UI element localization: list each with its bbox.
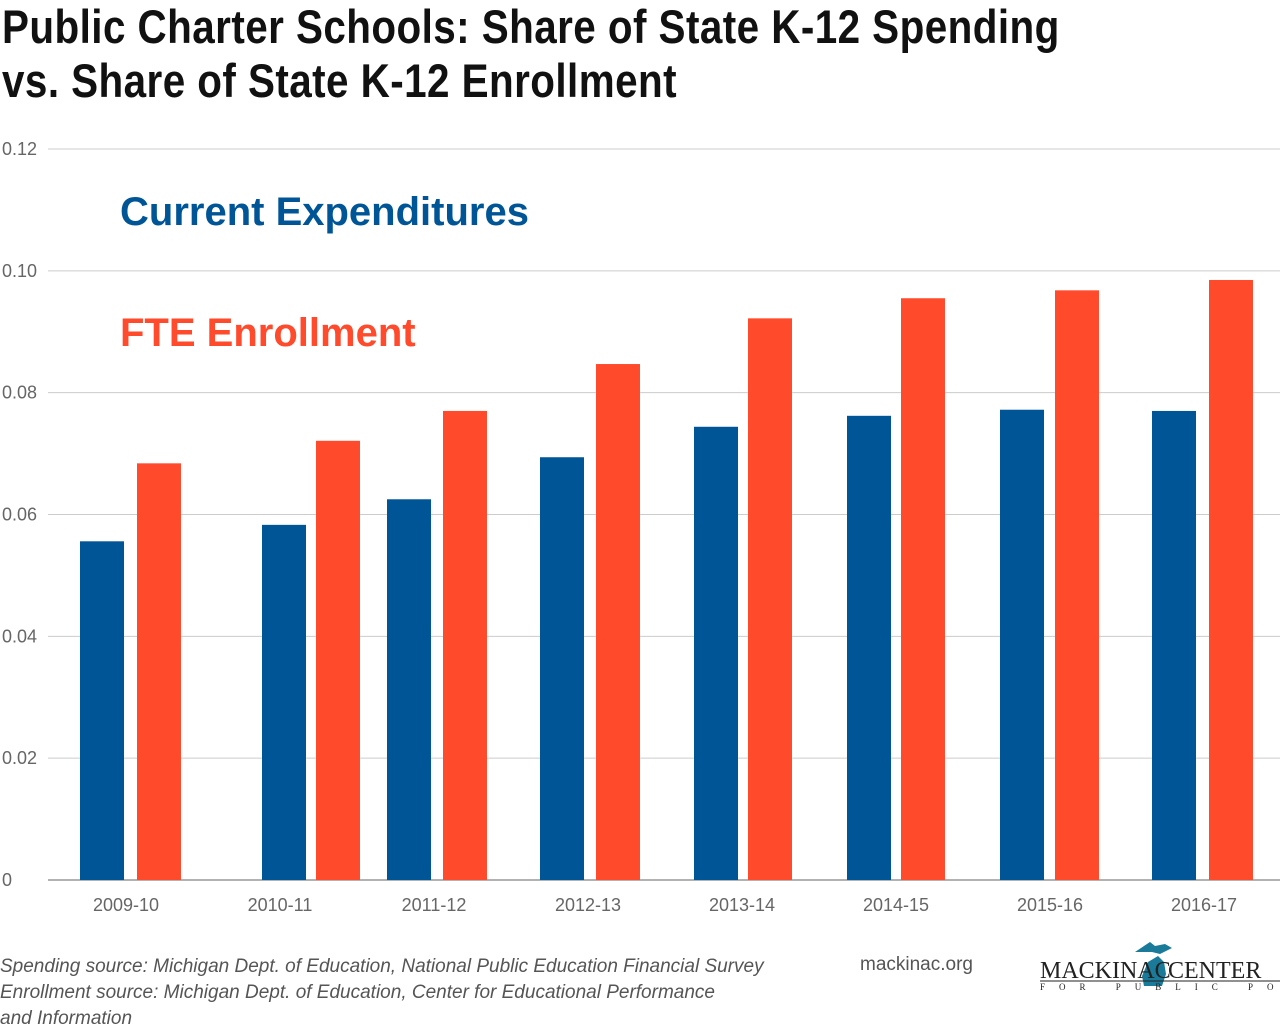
y-tick-label: 0.08 [2, 383, 37, 403]
bar-chart: 0 0.02 0.04 0.06 0.08 0.10 0.12 2009-10 2010-11… [2, 139, 1280, 915]
title-line-2: vs. Share of State K-12 Enrollment [2, 54, 678, 107]
bar-current-expenditures-2013-14 [694, 426, 738, 880]
x-tick-label: 2014-15 [863, 895, 929, 915]
y-tick-label: 0 [2, 870, 12, 890]
x-tick-label: 2012-13 [555, 895, 621, 915]
bar-current-expenditures-2015-16 [1000, 409, 1044, 880]
chart-title: Public Charter Schools: Share of State K… [2, 0, 1060, 108]
logo-tagline: FOR PUBLIC POLICY [1040, 982, 1280, 992]
bar-current-expenditures-2011-12 [387, 499, 431, 880]
x-tick-label: 2009-10 [93, 895, 159, 915]
bar-fte-enrollment-2015-16 [1055, 290, 1099, 880]
website-link[interactable]: mackinac.org [860, 954, 973, 975]
bar-fte-enrollment-2010-11 [316, 440, 360, 880]
y-tick-label: 0.04 [2, 626, 37, 646]
source-line-1: Spending source: Michigan Dept. of Educa… [0, 956, 764, 977]
bar-fte-enrollment-2016-17 [1209, 279, 1253, 880]
bar-current-expenditures-2010-11 [262, 524, 306, 880]
logo-name-left: MACKINAC [1040, 958, 1171, 984]
legend-fte-enrollment: FTE Enrollment [120, 311, 416, 355]
bar-fte-enrollment-2014-15 [901, 298, 945, 880]
y-tick-label: 0.06 [2, 505, 37, 525]
bar-current-expenditures-2009-10 [80, 541, 124, 880]
bar-fte-enrollment-2011-12 [443, 410, 487, 880]
bar-current-expenditures-2016-17 [1152, 410, 1196, 880]
y-tick-label: 0.02 [2, 748, 37, 768]
bar-current-expenditures-2014-15 [847, 415, 891, 880]
michigan-map-icon [1135, 942, 1172, 986]
y-tick-label: 0.10 [2, 261, 37, 281]
title-line-1: Public Charter Schools: Share of State K… [2, 0, 1060, 53]
source-notes: Spending source: Michigan Dept. of Educa… [0, 954, 764, 1032]
x-tick-label: 2010-11 [248, 895, 313, 915]
source-line-2: Enrollment source: Michigan Dept. of Edu… [0, 982, 715, 1003]
x-tick-label: 2013-14 [709, 895, 775, 915]
x-tick-label: 2011-12 [402, 895, 467, 915]
x-tick-label: 2016-17 [1171, 895, 1237, 915]
legend-current-expenditures: Current Expenditures [120, 190, 529, 234]
logo-name-right: CENTER [1168, 958, 1261, 984]
y-tick-label: 0.12 [2, 139, 37, 159]
x-tick-label: 2015-16 [1017, 895, 1083, 915]
bar-fte-enrollment-2012-13 [596, 364, 640, 880]
mackinac-center-logo: MACKINAC CENTER FOR PUBLIC POLICY [1040, 942, 1280, 992]
bar-current-expenditures-2012-13 [540, 457, 584, 880]
bar-fte-enrollment-2013-14 [748, 318, 792, 880]
source-line-3: and Information [0, 1008, 133, 1029]
bar-fte-enrollment-2009-10 [137, 463, 181, 880]
